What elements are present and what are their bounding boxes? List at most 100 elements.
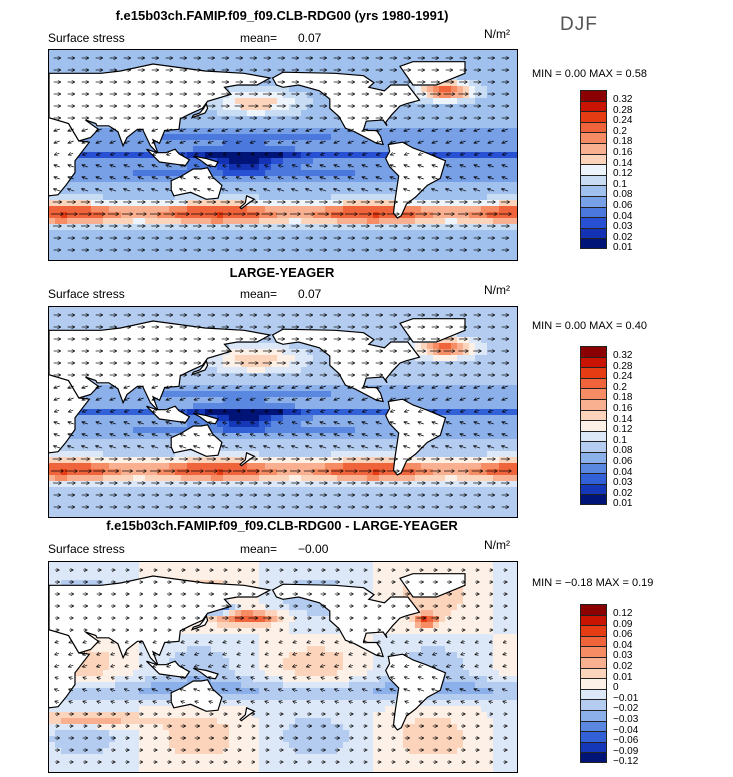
new-guinea-landmass xyxy=(193,667,219,680)
indonesia-landmass xyxy=(146,660,191,679)
legend-swatch xyxy=(580,174,607,186)
legend-tick-label: −0.01 xyxy=(613,692,639,704)
legend-tick-label: 0.04 xyxy=(613,639,633,651)
new-zealand-landmass xyxy=(239,451,256,467)
wind-arrows xyxy=(55,570,508,762)
japan-landmass xyxy=(190,614,209,631)
legend-swatch xyxy=(580,132,607,143)
legend-tick-label: 0.08 xyxy=(613,189,633,201)
units-label: N/m² xyxy=(484,283,510,297)
new-guinea-landmass xyxy=(193,412,219,425)
legend-tick-label: 0.16 xyxy=(613,147,633,158)
mean-value: 0.07 xyxy=(298,31,322,45)
legend-swatch xyxy=(580,720,607,732)
new-zealand-landmass xyxy=(239,706,256,722)
stress-map xyxy=(48,306,518,518)
north-america-landmass xyxy=(271,583,421,658)
stress-map xyxy=(48,49,518,261)
greenland-landmass xyxy=(399,573,466,598)
legend-swatch xyxy=(580,420,607,431)
legend-frame xyxy=(580,90,607,249)
legend-swatch xyxy=(580,217,607,228)
legend-swatch xyxy=(580,185,607,196)
legend-tick-label: 0.18 xyxy=(613,392,633,404)
legend-tick-label: 0.02 xyxy=(613,231,633,243)
legend-tick-label: 0.24 xyxy=(613,371,633,383)
stress-map-svg xyxy=(49,562,517,772)
legend-tick-label: 0.12 xyxy=(613,424,633,436)
legend-swatch xyxy=(580,111,607,122)
legend-swatch xyxy=(580,741,607,753)
legend-swatch xyxy=(580,614,607,626)
legend-swatch xyxy=(580,462,607,474)
legend-swatch xyxy=(580,452,607,463)
legend-swatch xyxy=(580,196,607,207)
legend-tick-label: 0.09 xyxy=(613,618,633,630)
legend-swatch xyxy=(580,494,607,505)
legend-swatch xyxy=(580,441,607,452)
legend-tick-label: 0.02 xyxy=(613,661,633,672)
legend-tick-label: 0.14 xyxy=(613,157,633,169)
legend-tick-label: 0.06 xyxy=(613,200,633,211)
legend-frame xyxy=(580,604,607,763)
legend-tick-label: 0.12 xyxy=(613,608,633,619)
legend-swatch xyxy=(580,356,607,368)
legend-swatch xyxy=(580,699,607,710)
legend-tick-label: −0.02 xyxy=(613,703,639,715)
legend-swatch xyxy=(580,121,607,133)
legend-tick-label: 0.32 xyxy=(613,94,633,105)
legend-tick-label: 0.08 xyxy=(613,445,633,457)
legend-tick-label: 0.28 xyxy=(613,104,633,116)
legend-swatch xyxy=(580,625,607,636)
variable-label: Surface stress xyxy=(48,31,125,45)
new-guinea-landmass xyxy=(193,155,219,168)
legend-tick-label: 0.06 xyxy=(613,456,633,467)
legend-swatch xyxy=(580,430,607,442)
legend-tick-label: 0.04 xyxy=(613,210,633,222)
legend-swatch xyxy=(580,688,607,700)
legend-tick-label: 0.01 xyxy=(613,671,633,683)
variable-label: Surface stress xyxy=(48,542,125,556)
legend-tick-label: 0.03 xyxy=(613,477,633,489)
legend-swatch xyxy=(580,710,607,721)
legend-swatch xyxy=(580,227,607,239)
min-max-label: MIN = 0.00 MAX = 0.58 xyxy=(532,68,647,80)
legend-swatch xyxy=(580,367,607,378)
legend-tick-label: −0.03 xyxy=(613,714,639,725)
legend-tick-label: 0.24 xyxy=(613,115,633,127)
legend-tick-label: −0.12 xyxy=(613,756,639,768)
legend-swatch xyxy=(580,388,607,399)
legend-tick-label: −0.06 xyxy=(613,735,639,747)
south-america-landmass xyxy=(385,398,447,476)
legend-tick-label: 0.32 xyxy=(613,350,633,361)
legend-tick-label: 0.2 xyxy=(613,125,627,137)
units-label: N/m² xyxy=(484,538,510,552)
mean-label: mean= xyxy=(240,287,278,301)
legend-swatch xyxy=(580,143,607,154)
panel-title: f.e15b03ch.FAMIP.f09_f09.CLB-RDG00 (yrs … xyxy=(115,8,449,23)
legend-tick-label: 0.2 xyxy=(613,381,627,393)
legend-tick-label: 0.14 xyxy=(613,413,633,425)
south-america-landmass xyxy=(385,653,447,731)
stress-map xyxy=(48,561,518,773)
legend-tick-label: 0.02 xyxy=(613,487,633,499)
japan-landmass xyxy=(190,359,209,376)
legend-frame xyxy=(580,346,607,505)
legend-swatch xyxy=(580,206,607,218)
legend-swatch xyxy=(580,238,607,249)
mean-label: mean= xyxy=(240,542,278,556)
season-label: DJF xyxy=(560,14,598,35)
japan-landmass xyxy=(190,102,209,119)
legend-swatch xyxy=(580,635,607,647)
legend-swatch xyxy=(580,473,607,484)
legend-tick-label: 0.03 xyxy=(613,650,633,662)
north-america-landmass xyxy=(271,71,421,146)
legend-swatch xyxy=(580,164,607,175)
north-america-landmass xyxy=(271,328,421,403)
legend-swatch xyxy=(580,153,607,165)
legend-swatch xyxy=(580,678,607,689)
legend-tick-label: 0.01 xyxy=(613,498,633,510)
legend-swatch xyxy=(580,483,607,495)
legend-swatch xyxy=(580,646,607,657)
legend-tick-label: −0.04 xyxy=(613,724,639,736)
